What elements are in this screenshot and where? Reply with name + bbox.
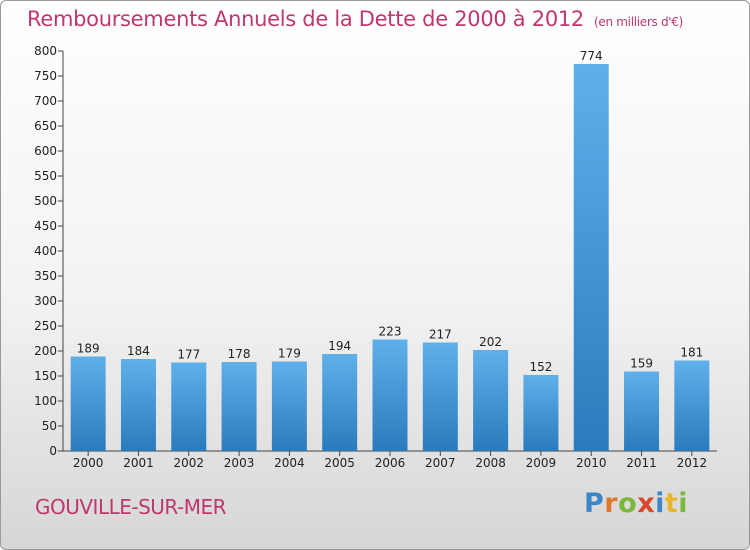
y-tick-label: 550 — [34, 169, 57, 183]
data-label-2008: 202 — [479, 335, 502, 349]
data-label-2000: 189 — [77, 342, 100, 356]
y-tick-label: 750 — [34, 69, 57, 83]
chart-title: Remboursements Annuels de la Dette de 20… — [27, 7, 683, 31]
y-tick-label: 100 — [34, 394, 57, 408]
chart-axes: 0 50 100 150 200 250 300 350 400 450 500 550 600 650 7… — [34, 44, 717, 470]
x-tick-label: 2004 — [274, 456, 305, 470]
bar-2003 — [221, 362, 257, 451]
y-tick-label: 200 — [34, 344, 57, 358]
x-tick-label: 2006 — [375, 456, 406, 470]
data-label-2001: 184 — [127, 344, 150, 358]
y-tick-label: 250 — [34, 319, 57, 333]
data-label-2012: 181 — [680, 346, 703, 360]
bar-2008 — [473, 350, 509, 451]
bar-2011 — [624, 371, 660, 451]
data-label-2011: 159 — [630, 357, 653, 371]
chart-title-text: Remboursements Annuels de la Dette de 20… — [27, 7, 584, 31]
data-label-2007: 217 — [429, 328, 452, 342]
y-tick-label: 500 — [34, 194, 57, 208]
bar-2002 — [171, 362, 207, 451]
x-tick-label: 2005 — [324, 456, 355, 470]
bar-2010 — [573, 64, 609, 451]
x-tick-label: 2000 — [73, 456, 104, 470]
y-tick-label: 650 — [34, 119, 57, 133]
data-label-2005: 194 — [328, 339, 351, 353]
x-tick-label: 2001 — [123, 456, 154, 470]
x-tick-label: 2008 — [475, 456, 506, 470]
x-tick-label: 2007 — [425, 456, 456, 470]
y-tick-label: 0 — [49, 444, 57, 458]
bar-2007 — [422, 342, 458, 451]
y-tick-label: 350 — [34, 269, 57, 283]
bar-2004 — [271, 361, 307, 451]
data-label-2002: 177 — [177, 348, 200, 362]
data-label-2006: 223 — [379, 325, 402, 339]
data-label-2004: 179 — [278, 347, 301, 361]
x-tick-label: 2010 — [576, 456, 607, 470]
y-tick-label: 700 — [34, 94, 57, 108]
bar-2005 — [322, 354, 358, 451]
bar-2006 — [372, 339, 408, 451]
data-label-2010: 774 — [580, 49, 603, 63]
y-tick-label: 800 — [34, 44, 57, 58]
y-tick-label: 150 — [34, 369, 57, 383]
bar-2000 — [70, 356, 106, 451]
y-tick-label: 300 — [34, 294, 57, 308]
x-tick-label: 2011 — [626, 456, 657, 470]
y-tick-label: 50 — [42, 419, 57, 433]
data-label-2003: 178 — [228, 347, 251, 361]
location-name: GOUVILLE-SUR-MER — [35, 495, 227, 519]
proxiti-logo[interactable]: Proxiti — [584, 488, 689, 519]
x-tick-label: 2002 — [173, 456, 204, 470]
bar-2009 — [523, 375, 559, 451]
chart-bars — [70, 64, 710, 451]
chart-data-labels: 189 184 177 178 179 194 223 217 202 152 774 159 181 — [77, 49, 704, 374]
x-tick-label: 2009 — [526, 456, 557, 470]
y-tick-label: 600 — [34, 144, 57, 158]
chart-subtitle: (en milliers d'€) — [594, 15, 684, 29]
x-tick-label: 2003 — [224, 456, 255, 470]
y-tick-label: 400 — [34, 244, 57, 258]
bar-2001 — [120, 359, 156, 451]
bar-2012 — [674, 360, 710, 451]
y-tick-label: 450 — [34, 219, 57, 233]
x-tick-label: 2012 — [677, 456, 708, 470]
data-label-2009: 152 — [529, 360, 552, 374]
